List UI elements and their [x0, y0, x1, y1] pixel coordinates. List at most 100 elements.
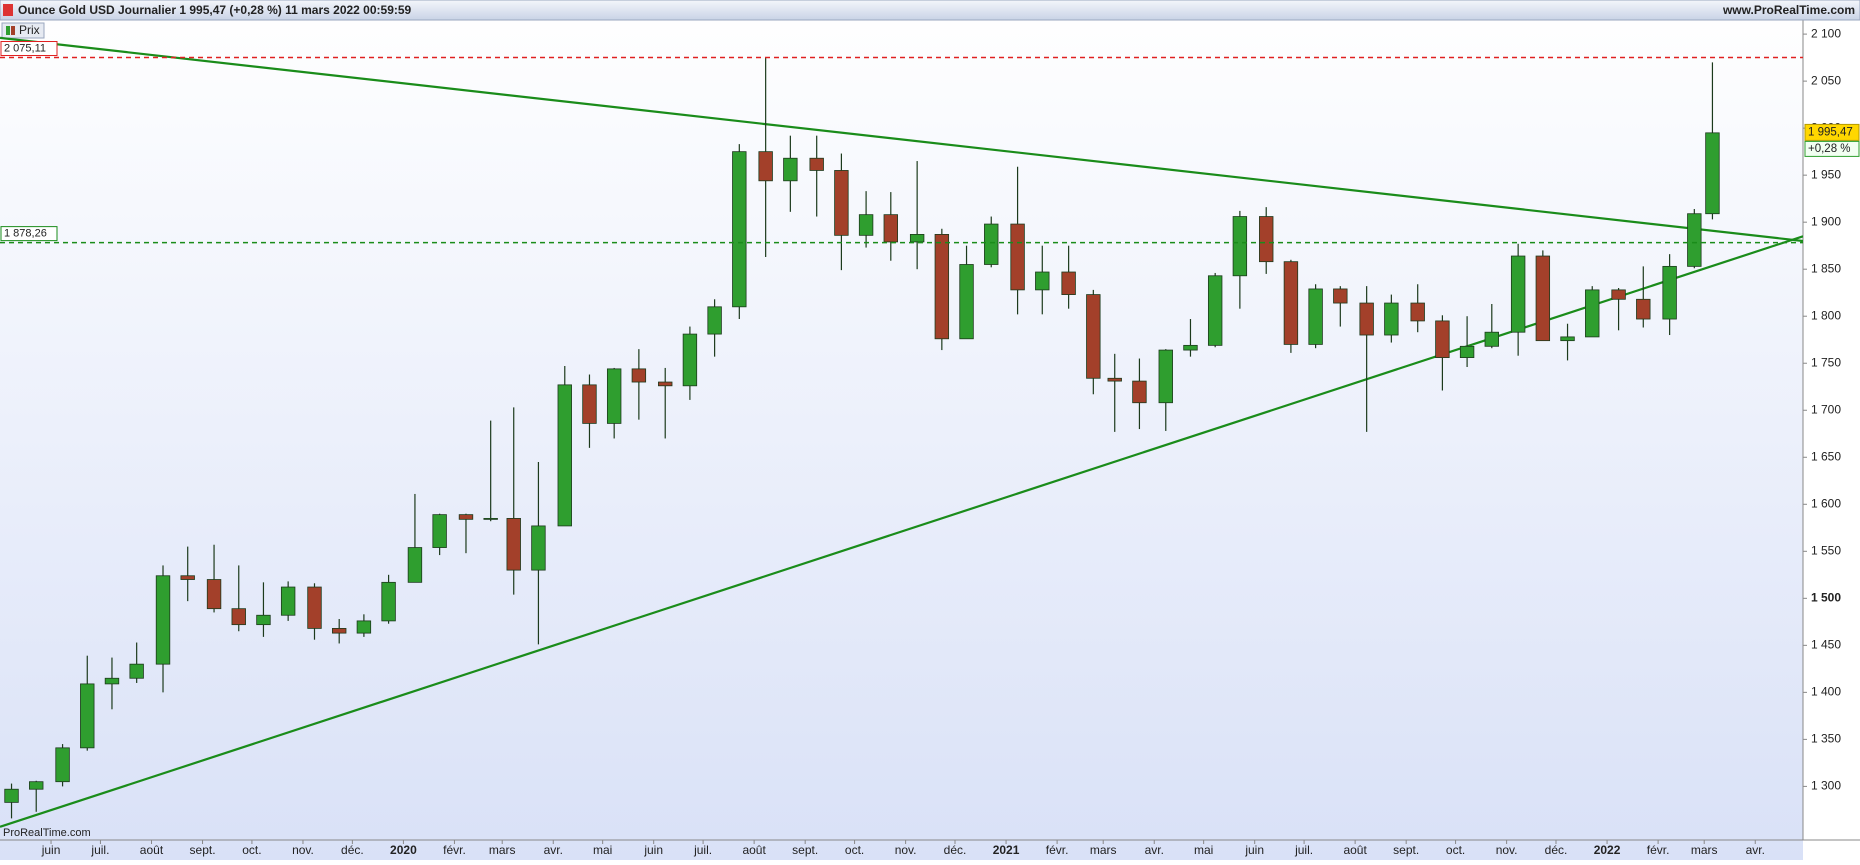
x-tick-label: sept.: [1393, 843, 1419, 857]
candle-body: [506, 517, 521, 571]
candle-body: [1384, 302, 1399, 336]
x-tick-label: 2021: [993, 843, 1020, 857]
x-tick-label: mars: [489, 843, 516, 857]
legend-label: Prix: [19, 23, 40, 37]
candle-body: [104, 677, 120, 685]
site-link[interactable]: www.ProRealTime.com: [1722, 3, 1855, 17]
y-tick-label: 2 050: [1811, 73, 1841, 87]
change-label: +0,28 %: [1808, 143, 1851, 155]
x-tick-label: juil.: [90, 843, 109, 857]
x-tick-label: mars: [1090, 843, 1117, 857]
x-tick-label: juin: [643, 843, 663, 857]
last-price-label: 1 995,47: [1808, 126, 1853, 138]
candle-body: [959, 264, 974, 340]
x-tick-label: avr.: [1746, 843, 1765, 857]
watermark: ProRealTime.com: [3, 827, 91, 839]
candle-body: [934, 234, 950, 340]
candle-body: [1410, 302, 1425, 322]
header-bar: [0, 0, 1860, 21]
x-tick-label: 2020: [390, 843, 417, 857]
y-tick-label: 1 300: [1811, 779, 1841, 793]
y-tick-label: 1 350: [1811, 732, 1841, 746]
y-tick-label: 1 750: [1811, 355, 1841, 369]
x-tick-label: déc.: [1545, 843, 1568, 857]
candle-body: [407, 547, 423, 583]
y-tick-label: 1 700: [1811, 402, 1841, 416]
trendline: [0, 36, 1803, 243]
x-tick-label: nov.: [895, 843, 917, 857]
candle-body: [758, 151, 773, 182]
candle-body: [1207, 275, 1223, 346]
candle-body: [809, 157, 824, 171]
candle-body: [1435, 320, 1450, 358]
candle-body: [631, 368, 647, 383]
candle-body: [1459, 345, 1475, 358]
x-tick-label: déc.: [944, 843, 967, 857]
candle-body: [531, 525, 546, 571]
candle-body: [180, 575, 195, 580]
y-tick-label: 1 600: [1811, 496, 1841, 510]
y-tick-label: 2 100: [1811, 26, 1841, 40]
candle-body: [1035, 271, 1050, 291]
candle-body: [606, 368, 622, 424]
x-tick-label: juil.: [693, 843, 712, 857]
last-price-box: [1804, 123, 1860, 141]
candle-body: [129, 663, 144, 679]
candle-body: [155, 575, 171, 665]
candle-body: [381, 581, 396, 622]
plot-area: [0, 36, 1803, 828]
candle-body: [1687, 213, 1702, 267]
candle-body: [1308, 288, 1323, 345]
x-tick-label: mai: [593, 843, 612, 857]
price-axis-bg: [1803, 20, 1860, 860]
candle-body: [1585, 289, 1600, 338]
x-tick-label: juin: [41, 843, 61, 857]
candle-body: [1107, 377, 1122, 382]
candle-body: [1662, 265, 1677, 320]
candle-body: [1086, 294, 1101, 379]
header-icon: [3, 4, 13, 16]
candle-body: [883, 214, 898, 243]
candle-body: [858, 214, 874, 236]
candle-body: [1132, 380, 1147, 404]
x-tick-label: mai: [1194, 843, 1213, 857]
candle-body: [483, 517, 498, 520]
candle-body: [1535, 255, 1551, 342]
legend-icon: [6, 26, 10, 35]
candle-body: [231, 608, 246, 626]
legend-icon: [11, 26, 15, 35]
candle-body: [557, 384, 572, 527]
chart-title: Ounce Gold USD Journalier 1 995,47 (+0,2…: [18, 3, 412, 17]
candle-body: [732, 151, 747, 308]
x-tick-label: août: [1343, 843, 1367, 857]
candle-body: [1359, 302, 1374, 336]
candle-body: [1636, 298, 1651, 320]
candle-body: [1061, 271, 1076, 295]
x-tick-label: févr.: [443, 843, 466, 857]
candle-body: [1333, 288, 1348, 304]
x-tick-label: oct.: [1446, 843, 1465, 857]
x-tick-label: avr.: [544, 843, 563, 857]
candle-body: [4, 788, 19, 803]
y-tick-label: 1 800: [1811, 308, 1841, 322]
candle-body: [682, 333, 698, 387]
change-box: [1804, 140, 1860, 157]
x-tick-label: juil.: [1294, 843, 1313, 857]
y-tick-label: 1 900: [1811, 214, 1841, 228]
level-label: 1 878,26: [4, 228, 47, 240]
candle-body: [206, 579, 222, 610]
candle-body: [1560, 336, 1575, 342]
candle-body: [356, 620, 372, 634]
x-tick-label: oct.: [242, 843, 261, 857]
candle-body: [1705, 132, 1720, 215]
candle-body: [707, 306, 722, 335]
x-tick-label: mars: [1691, 843, 1718, 857]
candle-body: [256, 614, 271, 626]
x-tick-label: août: [742, 843, 766, 857]
level-label-box: [0, 41, 58, 57]
x-tick-label: avr.: [1145, 843, 1164, 857]
candle-body: [29, 781, 44, 790]
